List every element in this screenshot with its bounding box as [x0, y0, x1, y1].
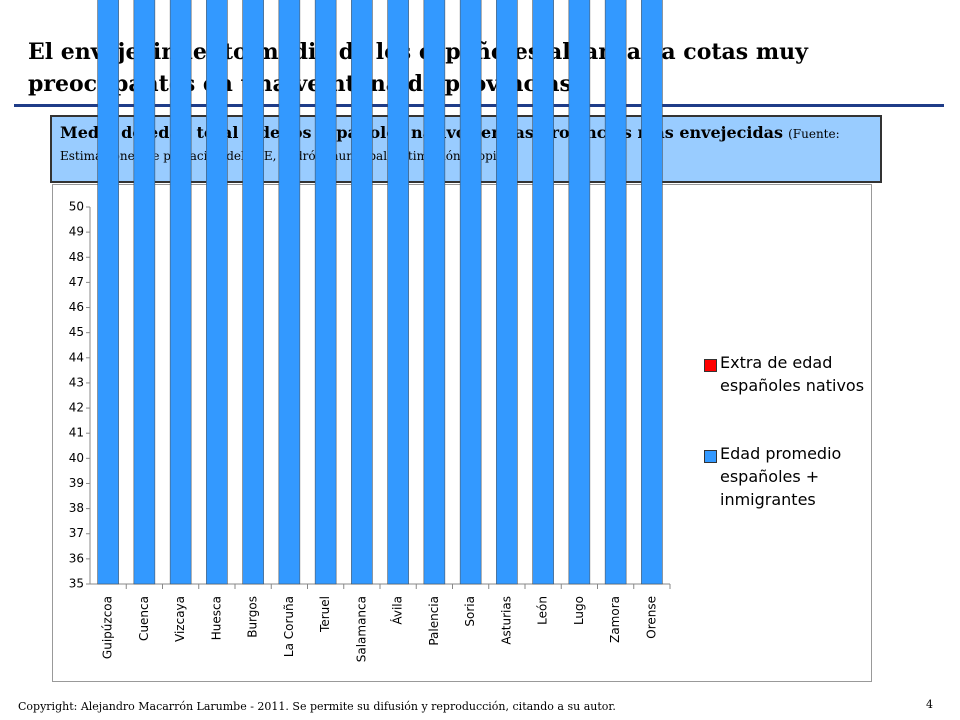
- y-tick-label: 35: [69, 577, 84, 591]
- y-tick-label: 43: [69, 375, 84, 389]
- y-tick-label: 41: [69, 426, 84, 440]
- legend-swatch: [704, 359, 717, 372]
- x-tick-label: Burgos: [246, 596, 260, 638]
- y-tick-label: 47: [69, 275, 84, 289]
- y-tick-label: 48: [69, 250, 84, 264]
- y-tick-label: 42: [69, 401, 84, 415]
- y-tick-label: 39: [69, 476, 84, 490]
- x-tick-label: Vizcaya: [173, 596, 187, 642]
- x-tick-label: Huesca: [209, 596, 223, 640]
- bar-segment: [97, 0, 119, 585]
- bar-segment: [351, 0, 373, 585]
- bar-segment: [532, 0, 554, 585]
- bar-segment: [242, 0, 264, 585]
- bar-segment: [568, 0, 591, 585]
- bar-segment: [423, 0, 446, 585]
- legend-swatch: [704, 450, 717, 463]
- y-tick-label: 37: [69, 526, 84, 540]
- y-tick-label: 36: [69, 551, 84, 565]
- bar-segment: [169, 0, 192, 585]
- y-tick-label: 50: [69, 200, 84, 214]
- bar-segment: [641, 0, 663, 585]
- bar-segment: [604, 0, 627, 585]
- footer: Copyright: Alejandro Macarrón Larumbe - …: [18, 700, 616, 713]
- y-tick-label: 40: [69, 451, 84, 465]
- y-tick-label: 45: [69, 325, 84, 339]
- legend-label: Extra de edad españoles nativos: [720, 353, 865, 395]
- x-tick-label: Palencia: [427, 596, 441, 646]
- bar-segment: [496, 0, 518, 585]
- y-tick-label: 49: [69, 225, 84, 239]
- page-number: 4: [926, 698, 933, 711]
- x-tick-label: Cuenca: [137, 596, 151, 641]
- x-tick-label: Teruel: [318, 596, 332, 633]
- x-tick-label: Zamora: [608, 596, 622, 643]
- x-tick-label: La Coruña: [282, 596, 296, 657]
- bar-segment: [314, 0, 337, 585]
- x-tick-label: Guipúzcoa: [101, 596, 115, 659]
- x-tick-label: Asturias: [499, 596, 513, 645]
- bar-segment: [206, 0, 228, 585]
- y-tick-label: 38: [69, 501, 84, 515]
- bar-segment: [459, 0, 482, 585]
- bar-segment: [278, 0, 301, 585]
- x-tick-label: Ávila: [390, 596, 405, 625]
- bar-segment: [133, 0, 156, 585]
- bar-segment: [387, 0, 409, 585]
- subtitle: Media de edad total y de los españoles n…: [60, 123, 784, 142]
- x-tick-label: León: [536, 596, 550, 625]
- y-tick-label: 46: [69, 300, 84, 314]
- legend-label: Edad promedio españoles + inmigrantes: [720, 444, 842, 509]
- x-tick-label: Soria: [463, 596, 477, 627]
- x-tick-label: Lugo: [572, 596, 586, 625]
- x-tick-label: Orense: [644, 596, 658, 639]
- x-tick-label: Salamanca: [354, 596, 368, 662]
- y-tick-label: 44: [69, 350, 84, 364]
